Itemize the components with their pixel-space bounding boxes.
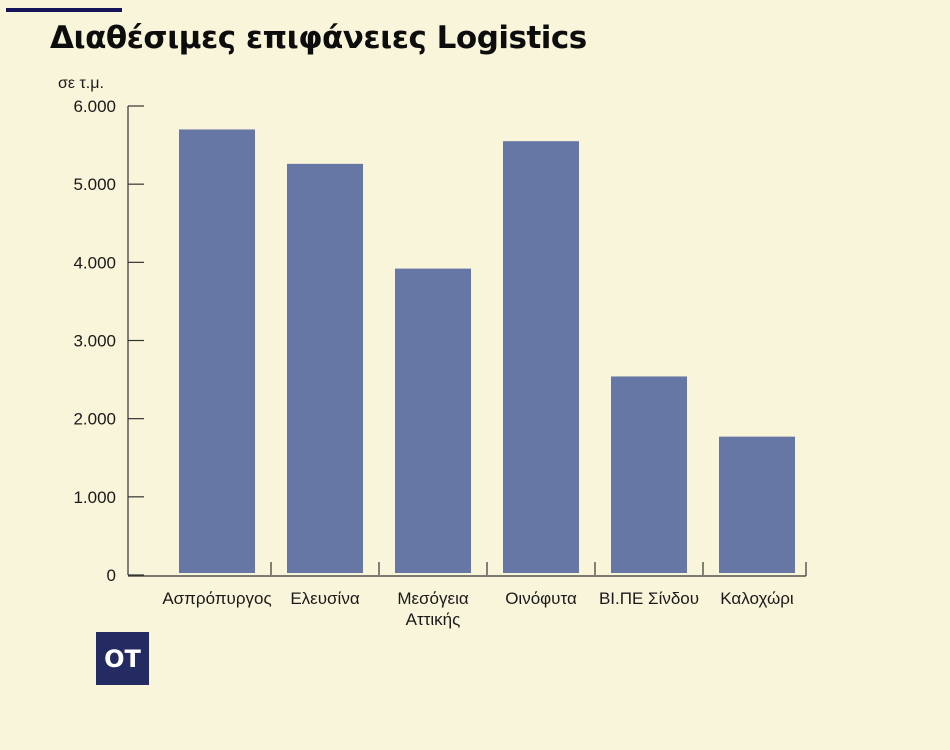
accent-line — [6, 8, 122, 12]
x-tick-label: Οινόφυτα — [505, 589, 577, 608]
y-tick-label: 0 — [107, 566, 116, 585]
bar — [611, 376, 687, 573]
x-tick-label: Καλοχώρι — [720, 589, 794, 608]
bar — [179, 129, 255, 573]
x-tick-label-line: Καλοχώρι — [720, 589, 794, 608]
x-tick-label-line: Ασπρόπυργος — [162, 589, 271, 608]
x-tick-label-line: Ελευσίνα — [290, 589, 359, 608]
x-tick-label: ΒΙ.ΠΕ Σίνδου — [599, 589, 699, 608]
y-tick-label: 6.000 — [73, 97, 116, 116]
y-axis-unit-label: σε τ.μ. — [58, 75, 104, 92]
x-tick-label-line: Οινόφυτα — [505, 589, 577, 608]
chart-title: Διαθέσιμες επιφάνειες Logistics — [50, 20, 587, 56]
x-tick-label-line: ΒΙ.ΠΕ Σίνδου — [599, 589, 699, 608]
bar — [395, 268, 471, 573]
x-tick-label: Ελευσίνα — [290, 589, 359, 608]
logo-text: OT — [104, 644, 141, 673]
ot-logo: OT — [96, 632, 149, 685]
y-tick-label: 2.000 — [73, 410, 116, 429]
bar — [287, 163, 363, 574]
y-tick-label: 1.000 — [73, 488, 116, 507]
x-tick-label: Ασπρόπυργος — [162, 589, 271, 608]
x-tick-label-line: Μεσόγεια — [397, 589, 469, 608]
bar — [719, 436, 795, 573]
x-tick-label: Μεσόγεια Αττικής — [397, 589, 469, 629]
y-tick-label: 5.000 — [73, 175, 116, 194]
bar — [503, 141, 579, 574]
y-tick-label: 4.000 — [73, 253, 116, 272]
x-tick-label-line: Αττικής — [406, 610, 461, 629]
y-tick-label: 3.000 — [73, 332, 116, 351]
